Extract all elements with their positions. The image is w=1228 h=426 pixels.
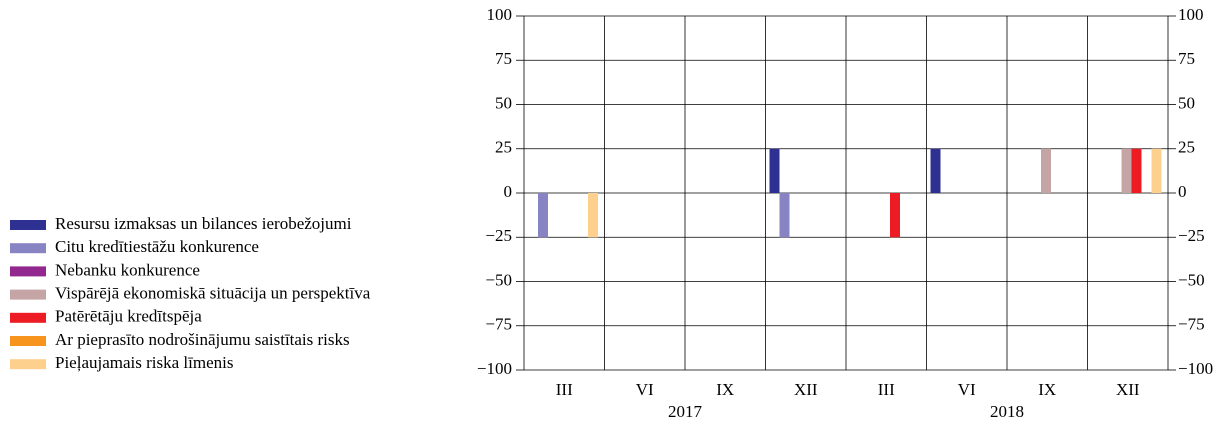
y-tick-label: 75 [495,49,512,68]
legend-label: Vispārējā ekonomiskā situācija un perspe… [55,284,371,303]
y-tick-label: −25 [485,226,512,245]
legend-label: Ar pieprasīto nodrošinājumu saistītais r… [55,330,350,349]
x-tick-label: VI [958,380,976,399]
x-tick-label: III [878,380,895,399]
bar [930,148,941,193]
legend-swatch [10,266,46,277]
y2-tick-label: 25 [1178,138,1195,157]
y2-tick-label: 75 [1178,49,1195,68]
legend-label: Resursu izmaksas un bilances ierobežojum… [55,214,352,233]
y2-tick-label: −50 [1178,270,1205,289]
bar [1131,148,1142,193]
bar [1121,148,1132,193]
x-tick-label: III [556,380,573,399]
y2-tick-label: −75 [1178,315,1205,334]
x-tick-label: XII [1116,380,1140,399]
legend-label: Citu kredītiestāžu konkurence [55,237,259,256]
x-tick-label: IX [1038,380,1056,399]
legend-label: Pieļaujamais riska līmenis [55,353,233,372]
bar [890,193,900,238]
legend-swatch [10,220,46,230]
legend-swatch [10,336,46,346]
legend-swatch [10,359,46,370]
y-tick-label: 0 [504,182,513,201]
y-tick-label: 50 [495,93,512,112]
y-tick-label: −75 [485,315,512,334]
bar [588,193,598,238]
x-tick-label: IX [716,380,734,399]
x-group-label: 2017 [668,402,703,421]
x-tick-label: VI [636,380,654,399]
y-tick-label: −100 [477,359,512,378]
bar [538,193,548,238]
legend-label: Patērētāju kredītspēja [55,307,202,326]
y-tick-label: 25 [495,138,512,157]
legend-swatch [10,243,46,254]
y2-tick-label: 100 [1178,5,1204,24]
bar [1151,148,1162,193]
y2-tick-label: 0 [1178,182,1187,201]
y2-tick-label: −25 [1178,226,1205,245]
bar [1041,148,1051,193]
y2-tick-label: −100 [1178,359,1213,378]
x-group-label: 2018 [990,402,1024,421]
bar [779,193,790,238]
y-tick-label: 100 [487,5,513,24]
x-tick-label: XII [794,380,818,399]
bar [769,148,780,193]
legend-swatch [10,289,46,300]
legend-label: Nebanku konkurence [55,260,200,279]
legend-swatch [10,312,46,323]
y2-tick-label: 50 [1178,93,1195,112]
y-tick-label: −50 [485,270,512,289]
